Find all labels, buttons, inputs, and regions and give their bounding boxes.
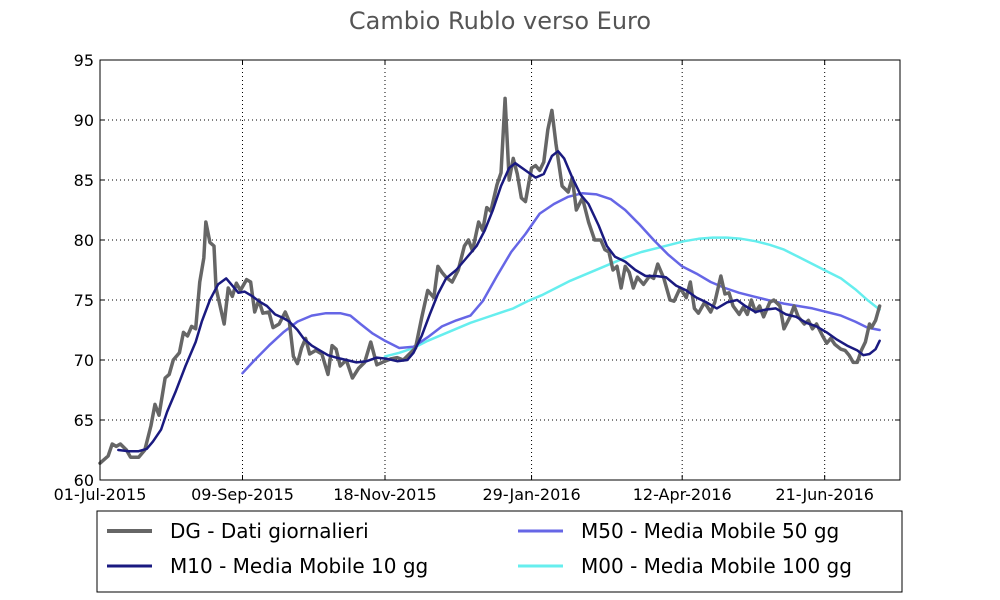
legend-label-3: M00 - Media Mobile 100 gg [581,554,852,578]
legend-label-1: M10 - Media Mobile 10 gg [170,554,428,578]
legend-label-2: M50 - Media Mobile 50 gg [581,519,839,543]
series-line-0 [98,96,882,465]
x-tick-label: 01-Jul-2015 [54,485,147,504]
y-tick-label: 85 [74,171,94,190]
y-tick-label: 60 [74,471,94,490]
y-tick-label: 70 [74,351,94,370]
x-tick-label: 12-Apr-2016 [633,485,732,504]
series-line-1 [117,149,881,453]
axis-ticks: 60 65 70 75 80 85 90 95 01-Jul-2015 09-Sep-2015 18… [54,51,900,504]
x-tick-label: 18-Nov-2015 [333,485,436,504]
legend: DG - Dati giornalieri M10 - Media Mobile … [96,510,903,593]
series-line-2 [241,191,881,375]
y-tick-label: 80 [74,231,94,250]
legend-label-0: DG - Dati giornalieri [170,519,369,543]
x-tick-label: 09-Sep-2015 [191,485,294,504]
x-tick-label: 21-Jun-2016 [775,485,874,504]
series-layer [98,96,882,465]
y-tick-label: 65 [74,411,94,430]
chart-title: Cambio Rublo verso Euro [349,7,651,35]
y-tick-label: 75 [74,291,94,310]
plot-frame [99,59,901,481]
y-tick-label: 90 [74,111,94,130]
y-tick-label: 95 [74,51,94,70]
legend-frame [96,510,903,593]
series-line-3 [383,236,881,358]
x-tick-label: 29-Jan-2016 [482,485,580,504]
